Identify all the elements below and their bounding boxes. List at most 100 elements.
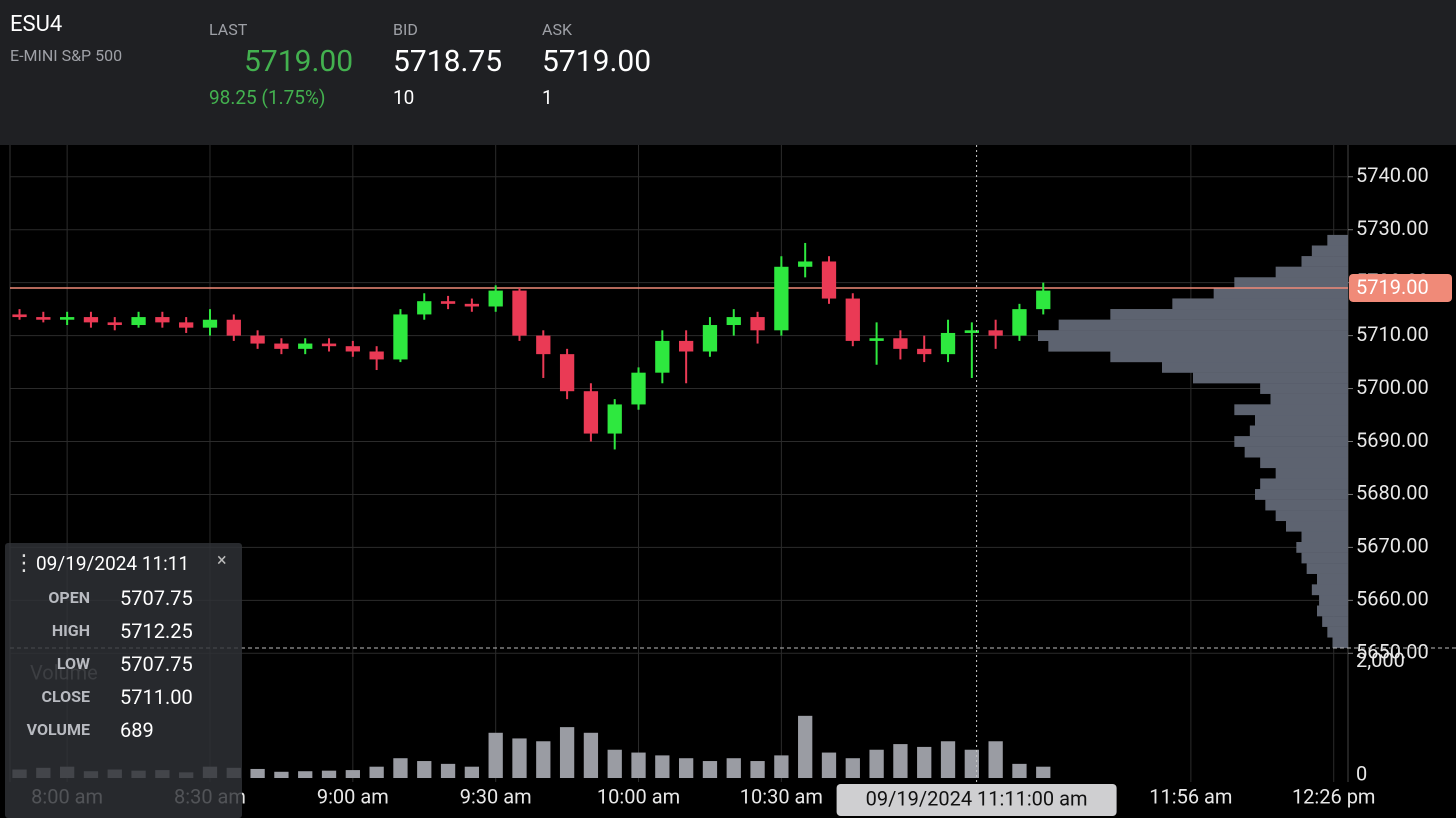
candle-body — [274, 343, 289, 349]
candle-body — [559, 354, 575, 392]
volume-tick-label: 2,000 — [1356, 648, 1405, 672]
volume-bar — [750, 761, 765, 778]
volume-profile-bar — [1301, 531, 1348, 543]
bid-label: BID — [393, 20, 418, 39]
candle-body — [798, 261, 813, 267]
volume-profile-bar — [1234, 277, 1348, 289]
candle-body — [655, 340, 670, 373]
volume-profile-bar — [1296, 542, 1348, 553]
volume-profile-bar — [1048, 340, 1348, 352]
candle-body — [12, 314, 27, 318]
volume-profile-bar — [1319, 594, 1348, 606]
volume-bar — [1012, 763, 1027, 778]
last-label: LAST — [209, 20, 248, 39]
tooltip-close[interactable]: × — [217, 550, 227, 571]
volume-profile-bar — [1322, 616, 1348, 627]
volume-profile-bar — [1260, 383, 1348, 394]
volume-profile-bar — [1301, 552, 1348, 564]
volume-bar — [726, 758, 741, 778]
instrument-name: E-MINI S&P 500 — [10, 46, 123, 65]
candle-body — [417, 301, 432, 315]
volume-profile-bar — [1311, 245, 1348, 257]
x-tick-label: 10:30 am — [740, 784, 823, 808]
candle-body — [631, 372, 646, 405]
volume-bar — [440, 763, 456, 778]
last-price-label: 5719.00 — [1356, 275, 1429, 299]
y-tick-label: 5740.00 — [1356, 163, 1429, 187]
candle-body — [131, 317, 146, 326]
volume-bar — [798, 715, 813, 778]
tooltip-value: 5712.25 — [120, 619, 193, 643]
candle-body — [988, 330, 1003, 336]
crosshair-label: 09/19/2024 11:11:00 am — [866, 786, 1088, 810]
volume-bar — [655, 755, 670, 778]
volume-profile-bar — [1162, 361, 1348, 373]
candle-body — [393, 314, 408, 360]
change: 98.25 (1.75%) — [209, 86, 326, 109]
last-price-label-bg — [1349, 273, 1452, 302]
candle-body — [298, 343, 313, 349]
y-tick-label: 5690.00 — [1356, 428, 1429, 452]
y-tick-label: 5700.00 — [1356, 375, 1429, 399]
tooltip-label: HIGH — [51, 621, 90, 640]
volume-profile-bar — [1234, 404, 1348, 416]
volume-profile-bar — [1058, 319, 1348, 331]
bid-size: 10 — [393, 86, 415, 109]
volume-bar — [1036, 766, 1051, 778]
x-tick-label: 10:00 am — [597, 784, 680, 808]
volume-profile-bar — [1234, 436, 1348, 447]
volume-bar — [559, 727, 575, 778]
candle-body — [369, 351, 384, 360]
tooltip-menu[interactable]: ⋮ — [13, 551, 35, 576]
tooltip-value: 5711.00 — [120, 685, 193, 709]
y-tick-label: 5730.00 — [1356, 216, 1429, 240]
candle-body — [321, 343, 337, 347]
volume-profile-bar — [1306, 563, 1348, 574]
volume-bar — [988, 741, 1003, 778]
volume-profile-bar — [1286, 520, 1348, 532]
volume-profile-bar — [1193, 372, 1348, 384]
volume-profile-bar — [1332, 637, 1348, 649]
tooltip-value: 5707.75 — [120, 652, 193, 676]
volume-tick-label: 0 — [1356, 761, 1367, 785]
candle-body — [83, 317, 99, 323]
volume-bar — [845, 758, 860, 778]
volume-profile-bar — [1311, 584, 1348, 596]
y-tick-label: 5680.00 — [1356, 481, 1429, 505]
volume-bar — [964, 749, 979, 778]
tooltip-value: 5707.75 — [120, 586, 193, 610]
volume-profile-bar — [1255, 414, 1348, 426]
candle-body — [869, 338, 884, 341]
candle-body — [36, 317, 51, 320]
volume-bar — [702, 761, 718, 778]
candle-body — [893, 338, 908, 349]
x-tick-label: 11:56 am — [1149, 784, 1232, 808]
candle-body — [702, 325, 718, 352]
volume-bar — [607, 749, 622, 778]
symbol: ESU4 — [10, 12, 63, 37]
candle-body — [845, 298, 860, 341]
plot-background — [0, 145, 1456, 818]
candle-body — [179, 322, 194, 328]
volume-bar — [583, 732, 599, 778]
volume-profile-bar — [1275, 266, 1348, 278]
volume-bar — [536, 741, 551, 778]
volume-profile-bar — [1172, 298, 1348, 310]
volume-bar — [298, 771, 313, 778]
volume-profile-bar — [1317, 573, 1348, 585]
volume-bar — [893, 744, 908, 778]
volume-profile-bar — [1244, 446, 1348, 458]
x-tick-label: 9:00 am — [317, 784, 389, 808]
volume-bar — [940, 741, 956, 778]
candle-body — [1036, 290, 1051, 310]
candle-body — [202, 319, 218, 328]
volume-bar — [869, 749, 884, 778]
y-tick-label: 5670.00 — [1356, 534, 1429, 558]
volume-bar — [321, 770, 337, 778]
candle-body — [536, 335, 551, 355]
candle-body — [583, 391, 599, 434]
candle-body — [679, 340, 694, 352]
volume-profile-bar — [1327, 234, 1348, 246]
quote-header: ESU4 E-MINI S&P 500 LAST 5719.00 98.25 (… — [0, 0, 1456, 145]
